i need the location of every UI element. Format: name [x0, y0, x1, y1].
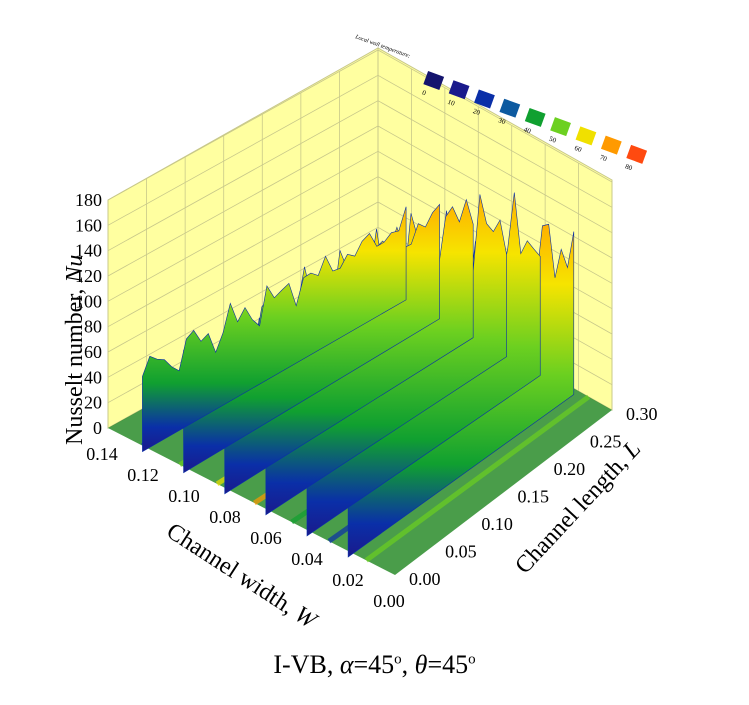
l-tick-label: 0.30	[626, 404, 658, 424]
caption-degree-2: o	[468, 651, 476, 668]
legend-swatch	[448, 80, 470, 100]
caption-alpha-value: =45	[353, 650, 395, 679]
w-tick-label: 0.14	[86, 444, 118, 464]
caption-alpha: α	[339, 650, 354, 679]
legend-value: 40	[523, 126, 533, 136]
wall-gridline	[107, 125, 613, 277]
w-tick-label: 0.12	[127, 465, 159, 485]
legend-value: 80	[624, 162, 634, 172]
w-axis-ticks: 0.14 0.12 0.10 0.08 0.06 0.04 0.02 0.00	[86, 444, 405, 611]
z-tick-label: 40	[84, 367, 102, 387]
z-tick-label: 180	[75, 190, 102, 210]
caption-degree-1: o	[394, 651, 402, 668]
legend-swatch	[600, 135, 622, 155]
wall-gridline	[107, 74, 613, 226]
l-tick-label: 0.25	[590, 432, 622, 452]
z-axis-ticks: 0 20 40 60 80 100 120 140 160 180	[75, 190, 102, 438]
floor-streak	[364, 394, 591, 563]
legend-swatch	[524, 107, 546, 127]
w-tick-label: 0.02	[332, 570, 364, 590]
legend-swatch	[575, 126, 597, 146]
figure-caption: I-VB, α=45o, θ=45o	[0, 650, 749, 680]
legend-swatch	[550, 117, 571, 137]
wall-grid	[107, 49, 613, 407]
l-tick-label: 0.20	[554, 459, 586, 479]
legend-value: 20	[472, 107, 482, 117]
legend-swatch	[626, 144, 648, 164]
legend-value: 50	[548, 135, 558, 145]
legend-value: 0	[421, 89, 427, 98]
z-tick-label: 0	[93, 418, 102, 438]
legend-swatch	[423, 70, 445, 90]
z-tick-label: 140	[75, 241, 102, 261]
w-tick-label: 0.08	[209, 507, 241, 527]
z-tick-label: 160	[75, 215, 102, 235]
legend-swatch	[474, 89, 495, 109]
legend-value: 10	[446, 98, 456, 108]
legend-value: 60	[573, 144, 583, 154]
caption-theta: θ	[414, 650, 428, 679]
z-tick-label: 100	[75, 291, 102, 311]
surface-ridges	[142, 192, 575, 558]
z-tick-label: 80	[84, 317, 102, 337]
wall-gridline	[107, 100, 613, 252]
z-tick-label: 20	[84, 393, 102, 413]
l-tick-label: 0.15	[518, 487, 550, 507]
wall-gridline	[107, 49, 613, 201]
w-tick-label: 0.00	[373, 591, 405, 611]
wall-gridline	[107, 150, 613, 302]
legend-value: 30	[497, 116, 507, 126]
z-tick-label: 120	[75, 266, 102, 286]
legend-value: 70	[599, 153, 609, 163]
z-tick-label: 60	[84, 342, 102, 362]
w-axis-title: Channel width, W	[162, 518, 323, 635]
caption-sep: ,	[401, 650, 415, 679]
l-tick-label: 0.10	[481, 514, 513, 534]
surface-ridge-1	[142, 206, 407, 453]
l-tick-label: 0.05	[445, 542, 477, 562]
l-axis-ticks: 0.000.050.100.150.200.250.30	[409, 404, 658, 589]
w-tick-label: 0.10	[168, 486, 200, 506]
l-tick-label: 0.00	[409, 569, 441, 589]
caption-theta-value: =45	[427, 650, 469, 679]
w-tick-label: 0.04	[291, 549, 323, 569]
legend-swatch	[499, 98, 521, 118]
w-tick-label: 0.06	[250, 528, 282, 548]
caption-prefix: I-VB,	[273, 650, 340, 679]
z-axis-title: Nusselt number, Nu	[62, 255, 88, 445]
